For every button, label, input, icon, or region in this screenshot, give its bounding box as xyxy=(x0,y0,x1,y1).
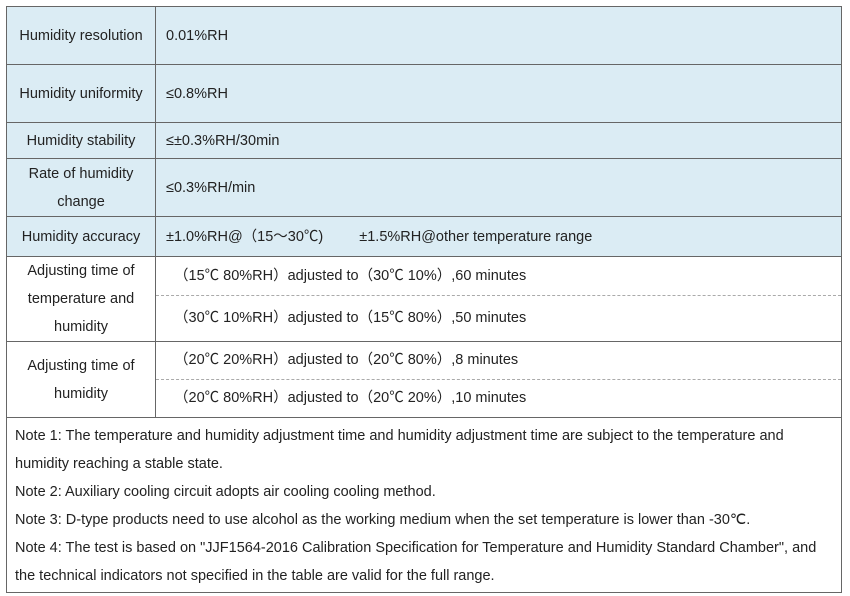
row: Humidity accuracy ±1.0%RH@（15～30℃) ±1.5%R… xyxy=(6,216,842,257)
row: Humidity resolution 0.01%RH xyxy=(6,6,842,65)
sub-value: （15℃ 80%RH）adjusted to（30℃ 10%）,60 minut… xyxy=(174,268,527,284)
row-value: （20℃ 20%RH）adjusted to（20℃ 80%）,8 minute… xyxy=(155,341,842,418)
row-label: Adjusting time of humidity xyxy=(6,341,156,418)
row-label: Humidity resolution xyxy=(6,6,156,65)
notes: Note 1: The temperature and humidity adj… xyxy=(6,417,842,593)
sub-value: （20℃ 80%RH）adjusted to（20℃ 20%）,10 minut… xyxy=(156,379,841,417)
row-label: Humidity stability xyxy=(6,122,156,159)
notes-row: Note 1: The temperature and humidity adj… xyxy=(6,417,842,593)
row-label: Humidity accuracy xyxy=(6,216,156,257)
row-value: ≤0.8%RH xyxy=(155,64,842,123)
sub-value: （30℃ 10%RH）adjusted to（15℃ 80%）,50 minut… xyxy=(156,295,841,341)
row: Adjusting time of temperature and humidi… xyxy=(6,256,842,342)
note: Note 1: The temperature and humidity adj… xyxy=(15,428,784,472)
row-value: ≤0.3%RH/min xyxy=(155,158,842,217)
row-value: （15℃ 80%RH）adjusted to（30℃ 10%）,60 minut… xyxy=(155,256,842,342)
row: Humidity stability ≤±0.3%RH/30min xyxy=(6,122,842,159)
row: Rate of humidity change ≤0.3%RH/min xyxy=(6,158,842,217)
note: Note 2: Auxiliary cooling circuit adopts… xyxy=(15,484,436,500)
spec-table: Humidity resolution 0.01%RH Humidity uni… xyxy=(6,6,842,593)
note: Note 4: The test is based on "JJF1564-20… xyxy=(15,540,817,584)
row-label: Rate of humidity change xyxy=(6,158,156,217)
row-value: ≤±0.3%RH/30min xyxy=(155,122,842,159)
note: Note 3: D-type products need to use alco… xyxy=(15,512,751,528)
row-label: Humidity uniformity xyxy=(6,64,156,123)
row-value: 0.01%RH xyxy=(155,6,842,65)
value-part: ±1.5%RH@other temperature range xyxy=(359,228,593,245)
sub-value: （20℃ 20%RH）adjusted to（20℃ 80%）,8 minute… xyxy=(174,352,519,368)
row: Adjusting time of humidity （20℃ 20%RH）ad… xyxy=(6,341,842,418)
row: Humidity uniformity ≤0.8%RH xyxy=(6,64,842,123)
value-part: ±1.0%RH@（15～30℃) xyxy=(166,228,324,245)
row-label: Adjusting time of temperature and humidi… xyxy=(6,256,156,342)
row-value: ±1.0%RH@（15～30℃) ±1.5%RH@other temperatur… xyxy=(155,216,842,257)
